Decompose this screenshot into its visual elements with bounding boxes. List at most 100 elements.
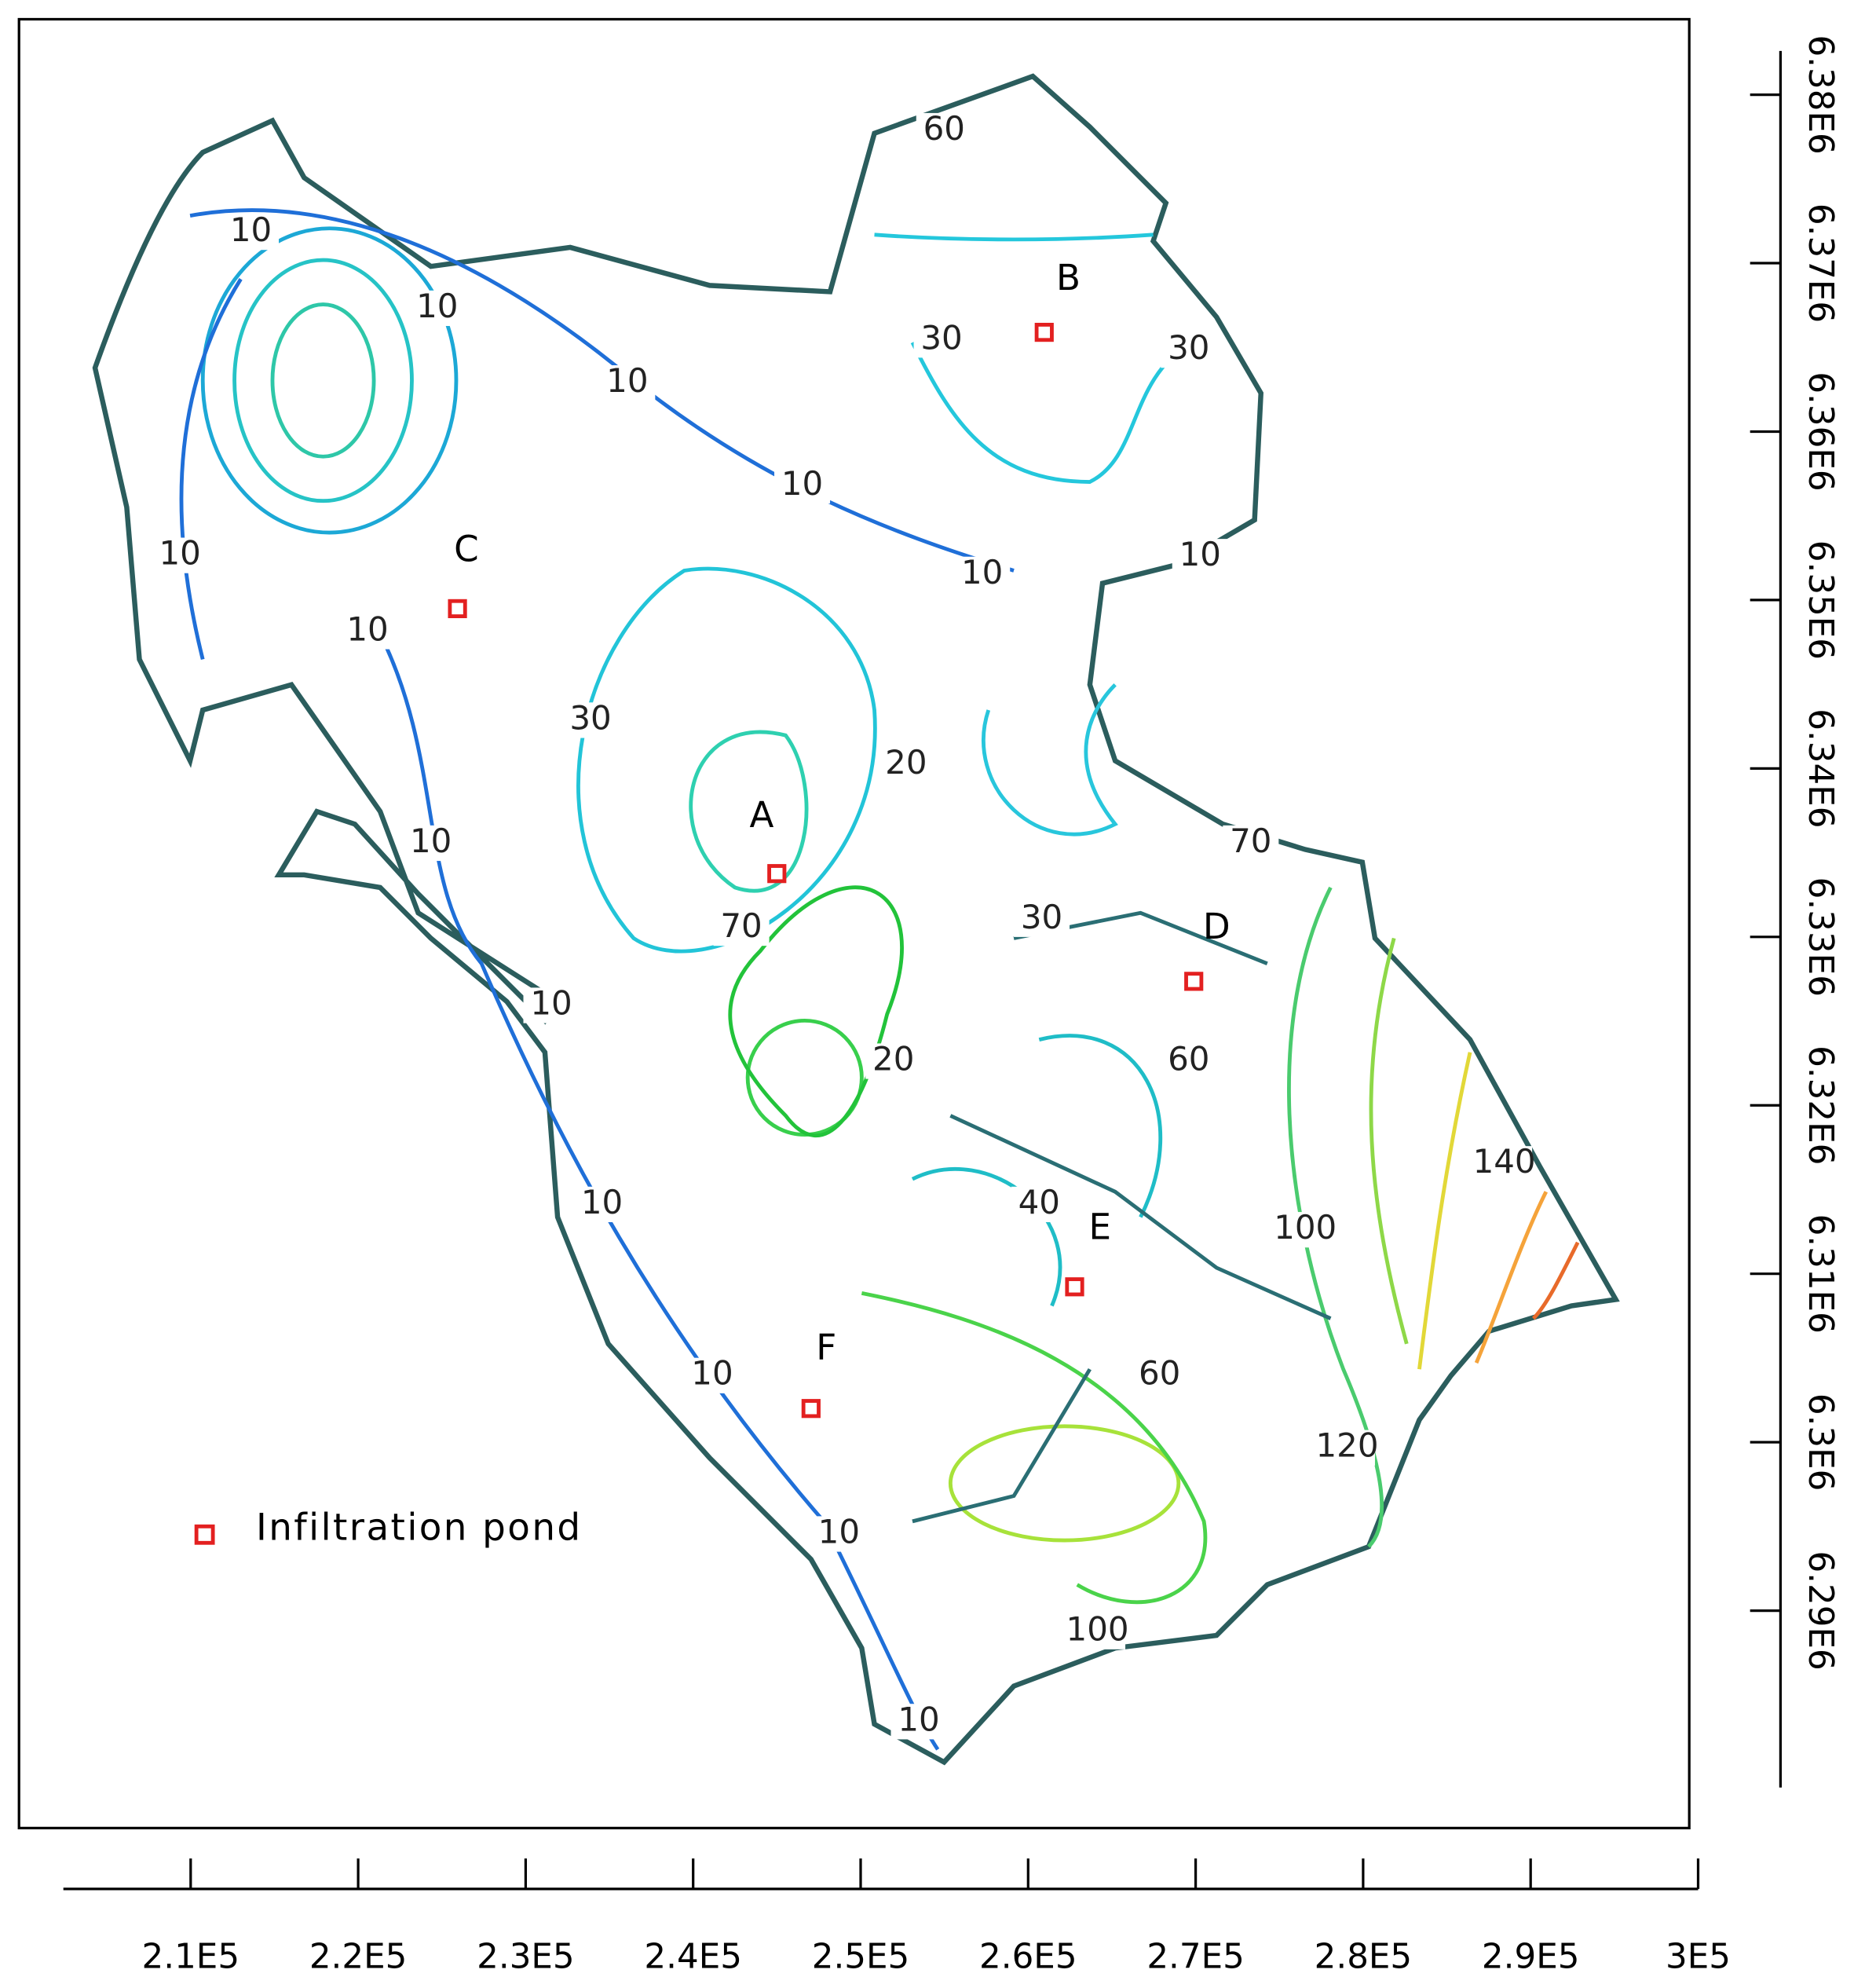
site-marker [801,1399,821,1419]
contour-label: 40 [1018,1183,1060,1221]
contour-label: 60 [1139,1354,1180,1393]
contour-label-bg [916,112,972,149]
y-tick-label: 6.37E6 [1801,203,1840,323]
contour-line [1474,1191,1549,1364]
contour-label: 10 [818,1512,860,1550]
contour-label: 100 [1274,1208,1337,1247]
contour-line [1287,886,1384,1548]
contour-line [861,1291,1208,1605]
sites: A B C D E F [448,257,1231,1419]
x-tick-label: 2.9E5 [1482,1938,1580,1977]
contour-label: 30 [1168,328,1209,367]
contour-label: 30 [1021,898,1062,936]
y-tick-label: 6.38E6 [1801,35,1840,154]
site-label: A [749,794,773,836]
x-tick-label: 3E5 [1666,1938,1731,1977]
contour-label: 140 [1473,1142,1536,1181]
contour-label-bg [523,987,580,1023]
contour-label: 30 [920,318,962,357]
contour-label-bg [878,746,934,782]
x-tick-label: 2.5E5 [812,1938,910,1977]
contour-label: 10 [898,1700,939,1738]
site-marker [448,599,467,619]
y-tick-label: 6.31E6 [1801,1214,1840,1334]
contour-label: 120 [1315,1426,1378,1465]
contour-line [232,258,414,503]
contour-label-bg [1132,1357,1188,1393]
contour-label: 10 [781,464,823,503]
contour-label-bg [339,613,396,650]
contour-line [1417,1052,1472,1370]
y-tick-label: 6.35E6 [1801,540,1840,660]
contour-label-bg [1172,539,1228,575]
y-tick-label: 6.34E6 [1801,708,1840,828]
contour-label: 10 [961,553,1003,591]
contour-line [200,226,459,535]
contour-line [910,340,1193,484]
contour-label-bg [774,467,831,503]
contour-label-bg [713,910,770,946]
y-tick-label: 6.29E6 [1801,1550,1840,1670]
contour-label: 10 [410,822,452,860]
y-tick-label: 6.3E6 [1801,1393,1840,1492]
contour-label-bg [599,365,656,401]
contour-label: 10 [581,1183,623,1221]
contour-labels: 60 10 10 10 30 30 10 10 10 10 10 30 20 10 70 30 70 10 20 60… [152,109,1536,1740]
contour-label: 10 [606,361,648,400]
contour-label: 10 [159,534,200,573]
contour-label-bg [1161,1043,1217,1079]
contour-label: 10 [530,984,572,1023]
contour-label: 20 [885,743,927,782]
contour-label-bg [1070,1613,1126,1649]
site-label: C [454,528,479,569]
x-tick-label: 2.3E5 [477,1938,575,1977]
site-label: B [1056,257,1081,298]
contour-label-bg [1161,332,1217,368]
site-marker [767,864,787,884]
contour-label-bg [1476,1146,1533,1182]
legend-marker [194,1524,215,1545]
contour-label-bg [684,1357,741,1393]
contour-label: 20 [872,1040,914,1078]
x-tick-label: 2.6E5 [979,1938,1077,1977]
contour-label-bg [1277,1212,1333,1248]
contour-label-bg [574,1186,631,1222]
contour-label-bg [403,825,459,862]
contour-label: 30 [569,698,611,737]
contour-label-bg [409,290,466,327]
x-tick-label: 2.2E5 [309,1938,408,1977]
contour-label: 10 [691,1354,733,1393]
contour-label-bg [562,702,619,738]
contour-line [874,232,1154,242]
contour-label: 10 [416,287,458,325]
contour-label-bg [1223,825,1279,862]
axes: 2.1E5 2.2E5 2.3E5 2.4E5 2.5E5 2.6E5 2.7E5 2.8E5… [142,35,1840,1976]
contour-label: 60 [923,109,965,148]
contour-label-bg [954,556,1011,592]
contour-label-bg [152,537,208,573]
y-tick-label: 6.33E6 [1801,877,1840,997]
contour-label-bg [1011,1186,1067,1222]
y-tick-label: 6.32E6 [1801,1045,1840,1165]
contour-line [728,885,904,1138]
site-label: D [1203,906,1231,947]
site-label: E [1089,1206,1112,1248]
contour-label: 70 [1230,822,1271,860]
contour-label: 10 [1179,535,1221,573]
x-tick-label: 2.8E5 [1315,1938,1413,1977]
x-tick-label: 2.7E5 [1146,1938,1245,1977]
contour-line [1369,937,1409,1345]
contour-label: 70 [720,906,762,945]
contour-line [270,302,376,459]
contour-label: 10 [230,211,272,249]
contour-label-bg [890,1704,947,1740]
y-tick-label: 6.36E6 [1801,372,1840,491]
site-label: F [816,1327,836,1368]
site-marker [1184,972,1204,991]
site-marker [1034,322,1054,342]
x-tick-label: 2.4E5 [644,1938,742,1977]
contour-label-bg [865,1043,922,1079]
contour-label: 100 [1066,1610,1129,1649]
contour-label-bg [1318,1430,1375,1466]
